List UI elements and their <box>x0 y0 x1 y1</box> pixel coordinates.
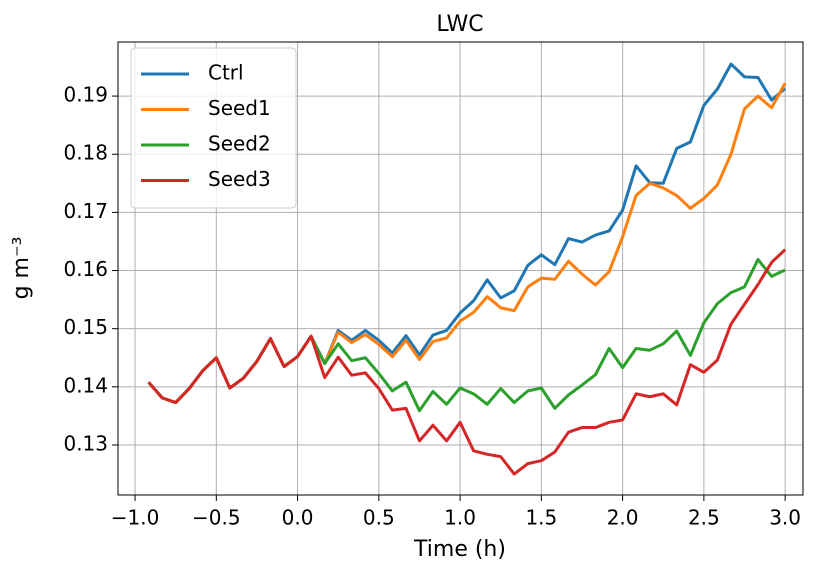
legend-box <box>130 47 297 209</box>
x-tick-label: 3.0 <box>769 506 801 530</box>
line-series <box>147 248 787 476</box>
x-tick-label: −1.0 <box>111 506 160 530</box>
chart-title: LWC <box>436 12 483 37</box>
x-tick-label: 2.5 <box>688 506 720 530</box>
y-tick-label: 0.15 <box>63 315 108 339</box>
y-tick-label: 0.14 <box>63 373 108 397</box>
x-tick-label: −0.5 <box>192 506 241 530</box>
y-tick-label: 0.16 <box>63 257 108 281</box>
x-tick-label: 1.5 <box>525 506 557 530</box>
y-tick-label: 0.19 <box>63 83 108 107</box>
y-tick-label: 0.13 <box>63 431 108 455</box>
plot-frame <box>117 41 804 496</box>
y-axis-label: g m⁻³ <box>9 237 34 300</box>
legend-label: Seed1 <box>208 96 271 120</box>
x-tick-label: 2.0 <box>607 506 639 530</box>
y-tick-label: 0.17 <box>63 199 108 223</box>
line-series <box>147 257 786 413</box>
legend-label: Seed3 <box>208 167 271 191</box>
x-tick-label: 0.0 <box>282 506 314 530</box>
legend-label: Seed2 <box>208 132 271 156</box>
legend-label: Ctrl <box>208 61 244 85</box>
x-tick-label: 1.0 <box>444 506 476 530</box>
y-tick-label: 0.18 <box>63 141 108 165</box>
x-axis-label: Time (h) <box>413 537 506 562</box>
x-tick-label: 0.5 <box>363 506 395 530</box>
